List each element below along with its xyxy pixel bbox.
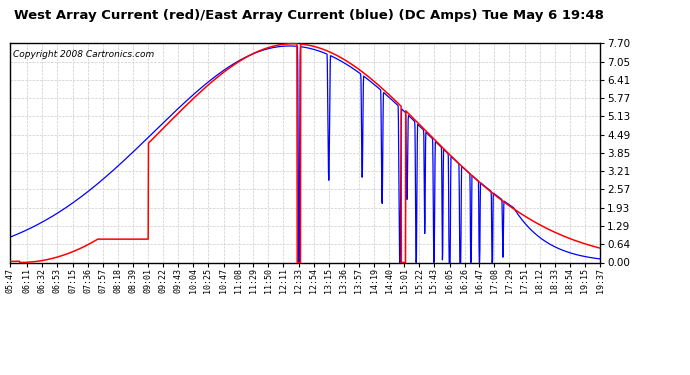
Text: Copyright 2008 Cartronics.com: Copyright 2008 Cartronics.com <box>13 50 155 59</box>
Text: West Array Current (red)/East Array Current (blue) (DC Amps) Tue May 6 19:48: West Array Current (red)/East Array Curr… <box>14 9 604 22</box>
